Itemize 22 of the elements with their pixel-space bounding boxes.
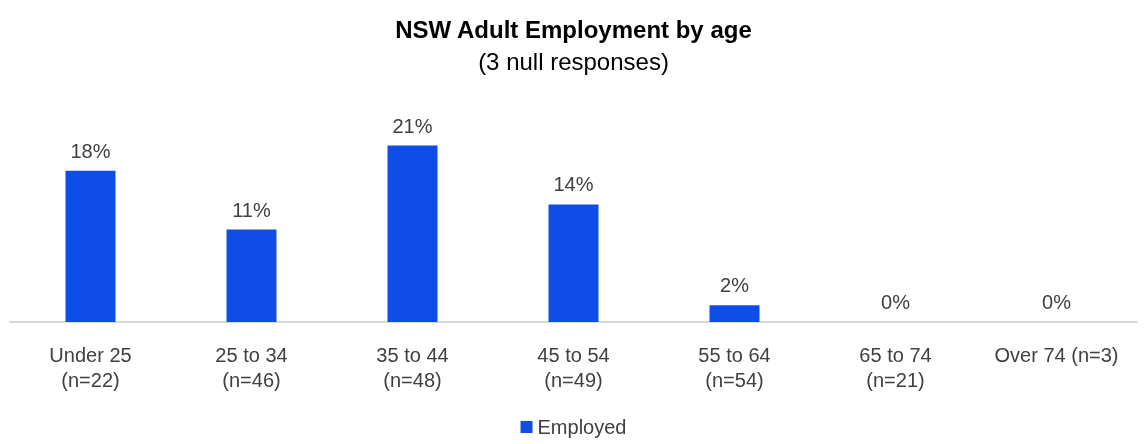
data-label: 21%	[392, 114, 433, 137]
data-label: 0%	[881, 291, 911, 313]
bar	[548, 204, 599, 322]
chart-subtitle: (3 null responses)	[478, 47, 669, 75]
x-tick-label: Under 25 (n=22)	[49, 343, 132, 391]
x-tick-label: 65 to 74 (n=21)	[859, 343, 932, 391]
legend-label: Employed	[537, 416, 627, 438]
bar	[226, 229, 277, 322]
bar	[387, 145, 438, 322]
bar	[65, 170, 116, 322]
x-tick-label: Over 74 (n=3)	[994, 343, 1119, 366]
data-label: 2%	[720, 274, 750, 297]
data-label: 11%	[232, 198, 271, 221]
data-label: 0%	[1042, 291, 1072, 313]
chart-title: NSW Adult Employment by age	[395, 15, 752, 43]
bar	[709, 305, 760, 322]
x-tick-label: 35 to 44 (n=48)	[376, 343, 449, 391]
x-tick-label: 55 to 64 (n=54)	[698, 343, 771, 391]
x-tick-label: 45 to 54 (n=49)	[537, 343, 610, 391]
data-label: 18%	[70, 139, 111, 162]
data-label: 14%	[553, 173, 594, 196]
x-tick-label: 25 to 34 (n=46)	[215, 343, 288, 391]
